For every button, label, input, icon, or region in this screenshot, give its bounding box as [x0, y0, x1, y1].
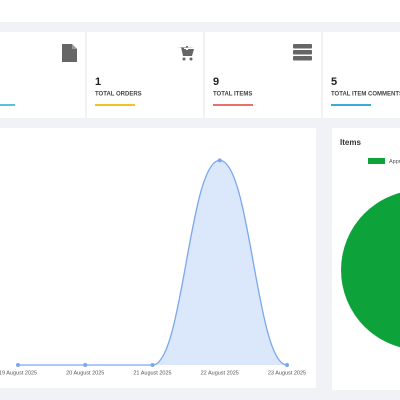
top-bar [0, 0, 400, 22]
point [83, 363, 88, 367]
point [217, 158, 222, 163]
pie-group: Appro [341, 158, 400, 348]
pages-icon-fold [72, 44, 77, 49]
stat-label: TOTAL ITEMS [213, 92, 252, 98]
stat-label: TOTAL ORDERS [95, 92, 142, 98]
legend-label: Appro [389, 159, 400, 165]
point [16, 363, 20, 367]
x-tick-label: 19 August 2025 [0, 370, 37, 376]
area [18, 160, 287, 365]
stat-value: 1 [95, 76, 101, 88]
pie-slice [341, 192, 400, 348]
cart-icon [177, 46, 194, 61]
server-icon [293, 44, 312, 61]
stat-underline [95, 104, 135, 106]
point [150, 363, 155, 367]
x-tick-label: 20 August 2025 [66, 370, 104, 376]
x-tick-label: 22 August 2025 [201, 370, 239, 376]
legend-swatch [368, 158, 385, 164]
x-tick-label: 23 August 2025 [268, 370, 306, 376]
x-tick-label: 21 August 2025 [133, 370, 171, 376]
stat-underline [331, 104, 371, 106]
point [285, 363, 289, 367]
stat-underline [213, 104, 253, 106]
stat-underline [0, 104, 15, 106]
stat-label: TOTAL ITEM COMMENTS [331, 92, 400, 98]
pie-title: Items [340, 138, 361, 147]
stat-value: 5 [331, 76, 337, 88]
stat-value: 9 [213, 76, 219, 88]
